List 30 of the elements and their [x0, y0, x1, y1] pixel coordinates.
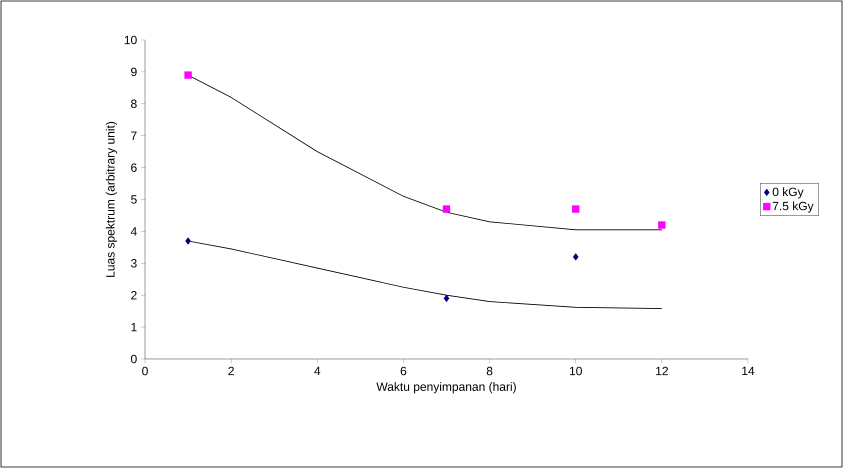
x-tick-label: 0	[142, 366, 148, 376]
y-tick-label: 5	[131, 195, 137, 204]
point	[658, 221, 666, 229]
legend-label: 7.5 kGy	[772, 201, 814, 213]
x-tick-label: 4	[314, 366, 320, 376]
point	[184, 71, 192, 79]
y-tick-label: 1	[131, 322, 137, 332]
legend-label: 0 kGy	[772, 187, 804, 198]
x-axis-title: Waktu penyimpanan (hari)	[376, 382, 516, 394]
x-tick-label: 2	[228, 366, 234, 376]
x-tick-label: 10	[570, 366, 582, 376]
y-tick-label: 8	[131, 100, 137, 108]
point	[572, 205, 580, 213]
point	[444, 294, 450, 302]
point	[572, 253, 579, 261]
x-tick-label: 12	[656, 366, 668, 376]
y-tick-label: 4	[130, 227, 137, 236]
x-tick-label: 14	[742, 366, 754, 376]
y-tick-label: 7	[131, 132, 137, 140]
y-tick-label: 6	[131, 163, 137, 172]
x-tick-label: 8	[486, 366, 492, 376]
y-tick-label: 3	[130, 259, 137, 268]
x-tick-label: 6	[400, 366, 406, 376]
y-tick-label: 2	[131, 291, 137, 300]
y-axis-title: Luas spektrum (arbitrary unit)	[106, 122, 117, 277]
point	[442, 205, 450, 213]
y-tick-label: 0	[131, 354, 137, 364]
y-tick-label: 10	[124, 36, 137, 44]
point	[185, 237, 191, 245]
y-tick-label: 9	[131, 68, 137, 76]
